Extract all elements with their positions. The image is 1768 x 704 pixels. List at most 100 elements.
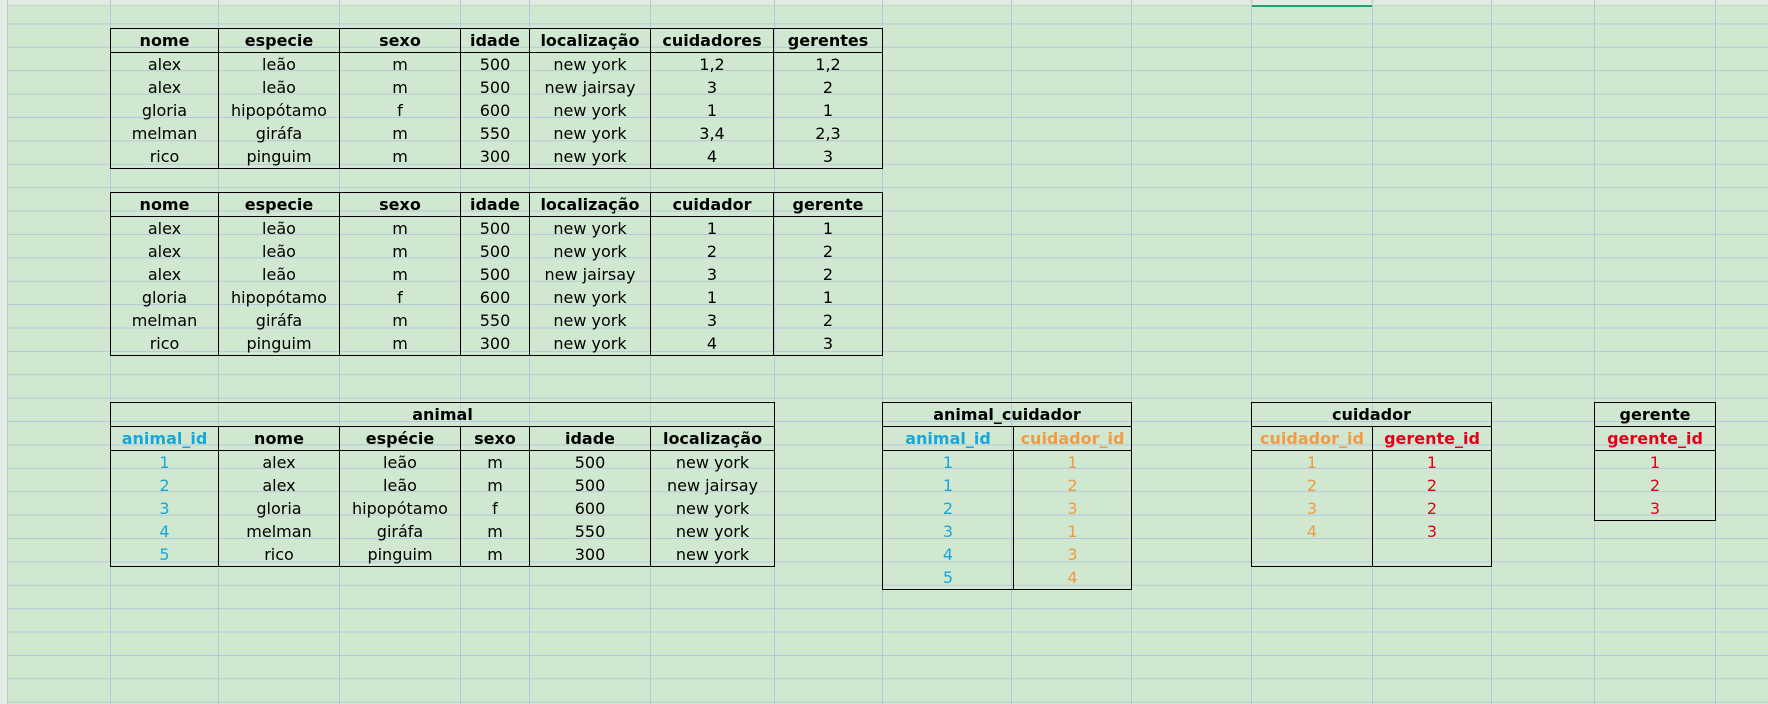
col-header[interactable]: especie: [218, 28, 340, 53]
table-cell[interactable]: 300: [460, 145, 530, 169]
col-header[interactable]: idade: [529, 426, 651, 451]
table-cell[interactable]: new york: [529, 122, 651, 145]
table-cell[interactable]: leão: [218, 240, 340, 263]
table-cell[interactable]: melman: [110, 122, 219, 145]
table-cell[interactable]: new york: [649, 543, 776, 567]
table-cell[interactable]: new york: [529, 216, 651, 240]
table-cell[interactable]: giráfa: [218, 122, 340, 145]
table-cell[interactable]: 3: [1371, 520, 1493, 543]
table-cell[interactable]: f: [460, 497, 530, 520]
table-cell[interactable]: 550: [529, 520, 651, 543]
table-cell[interactable]: 1,2: [773, 52, 883, 76]
table-cell[interactable]: pinguim: [218, 332, 340, 356]
table-cell[interactable]: 2,3: [773, 122, 883, 145]
table-cell[interactable]: 1: [1012, 520, 1133, 543]
table-cell[interactable]: 550: [460, 122, 530, 145]
col-header-gerente-id[interactable]: gerente_id: [1371, 426, 1493, 451]
col-header-cuidador-id[interactable]: cuidador_id: [1251, 426, 1373, 451]
table-cell[interactable]: [1251, 543, 1373, 567]
table-cell[interactable]: 4: [110, 520, 219, 543]
table-cell[interactable]: new york: [649, 520, 776, 543]
table-cell[interactable]: 1: [773, 216, 883, 240]
col-header[interactable]: gerentes: [773, 28, 883, 53]
table-cell[interactable]: new york: [529, 286, 651, 309]
table-cell[interactable]: 3: [650, 76, 774, 99]
table-cell[interactable]: 3: [773, 145, 883, 169]
table-cell[interactable]: 600: [460, 286, 530, 309]
table-cell[interactable]: pinguim: [339, 543, 461, 567]
col-header[interactable]: espécie: [339, 426, 461, 451]
table-cell[interactable]: 1: [110, 450, 219, 474]
table-cell[interactable]: new jairsay: [529, 263, 651, 286]
table-cell[interactable]: 2: [882, 497, 1014, 520]
table-cell[interactable]: new york: [529, 145, 651, 169]
table-cell[interactable]: 600: [460, 99, 530, 122]
col-header[interactable]: cuidador: [650, 192, 774, 217]
table-cell[interactable]: gloria: [218, 497, 340, 520]
table-cell[interactable]: m: [339, 122, 461, 145]
table-cell[interactable]: 1: [773, 286, 883, 309]
table-cell[interactable]: melman: [218, 520, 340, 543]
table-cell[interactable]: f: [339, 99, 461, 122]
table-cell[interactable]: new jairsay: [529, 76, 651, 99]
col-header[interactable]: gerente: [773, 192, 883, 217]
table-cell[interactable]: alex: [110, 240, 219, 263]
table-cell[interactable]: melman: [110, 309, 219, 332]
table-cell[interactable]: 4: [650, 332, 774, 356]
col-header[interactable]: nome: [110, 28, 219, 53]
table-cell[interactable]: hipopótamo: [218, 99, 340, 122]
table-cell[interactable]: alex: [110, 52, 219, 76]
table-cell[interactable]: 3: [1012, 543, 1133, 566]
table-cell[interactable]: rico: [218, 543, 340, 567]
table-cell[interactable]: 1: [1371, 450, 1493, 474]
table-cell[interactable]: gloria: [110, 99, 219, 122]
table-cell[interactable]: m: [339, 52, 461, 76]
table-cell[interactable]: m: [339, 263, 461, 286]
table-cell[interactable]: 600: [529, 497, 651, 520]
table-cell[interactable]: m: [339, 145, 461, 169]
table-cell[interactable]: 1: [882, 474, 1014, 497]
table-cell[interactable]: 3: [650, 309, 774, 332]
col-header[interactable]: localização: [529, 28, 651, 53]
table-cell[interactable]: 500: [460, 216, 530, 240]
table-cell[interactable]: leão: [218, 216, 340, 240]
table-cell[interactable]: 1: [650, 286, 774, 309]
table-cell[interactable]: 3: [110, 497, 219, 520]
table-cell[interactable]: leão: [218, 52, 340, 76]
table-cell[interactable]: alex: [110, 263, 219, 286]
table-cell[interactable]: 3: [882, 520, 1014, 543]
table-cell[interactable]: 5: [110, 543, 219, 567]
table-cell[interactable]: new york: [529, 309, 651, 332]
table-cell[interactable]: m: [460, 474, 530, 497]
table-cell[interactable]: 3: [650, 263, 774, 286]
table-cell[interactable]: 1: [882, 450, 1014, 474]
table-cell[interactable]: 3,4: [650, 122, 774, 145]
table-cell[interactable]: m: [460, 450, 530, 474]
table-cell[interactable]: alex: [218, 450, 340, 474]
col-header[interactable]: cuidadores: [650, 28, 774, 53]
table-cell[interactable]: 3: [773, 332, 883, 356]
table-cell[interactable]: rico: [110, 145, 219, 169]
table-cell[interactable]: 4: [1012, 566, 1133, 590]
table-cell[interactable]: 550: [460, 309, 530, 332]
table-cell[interactable]: new york: [649, 497, 776, 520]
table-cell[interactable]: new york: [529, 240, 651, 263]
table-cell[interactable]: m: [339, 240, 461, 263]
col-header[interactable]: sexo: [339, 28, 461, 53]
table-cell[interactable]: 1: [1012, 450, 1133, 474]
table-cell[interactable]: new york: [529, 99, 651, 122]
col-header-gerente-id[interactable]: gerente_id: [1594, 426, 1716, 451]
table-cell[interactable]: new york: [529, 52, 651, 76]
col-header[interactable]: localização: [649, 426, 776, 451]
table-cell[interactable]: 500: [460, 263, 530, 286]
table-cell[interactable]: new york: [649, 450, 776, 474]
table-cell[interactable]: 1,2: [650, 52, 774, 76]
table-cell[interactable]: 2: [773, 76, 883, 99]
table-cell[interactable]: alex: [110, 76, 219, 99]
col-header[interactable]: sexo: [460, 426, 530, 451]
table-cell[interactable]: 2: [650, 240, 774, 263]
table-cell[interactable]: m: [339, 76, 461, 99]
table-cell[interactable]: rico: [110, 332, 219, 356]
table-cell[interactable]: m: [339, 309, 461, 332]
table-cell[interactable]: new york: [529, 332, 651, 356]
